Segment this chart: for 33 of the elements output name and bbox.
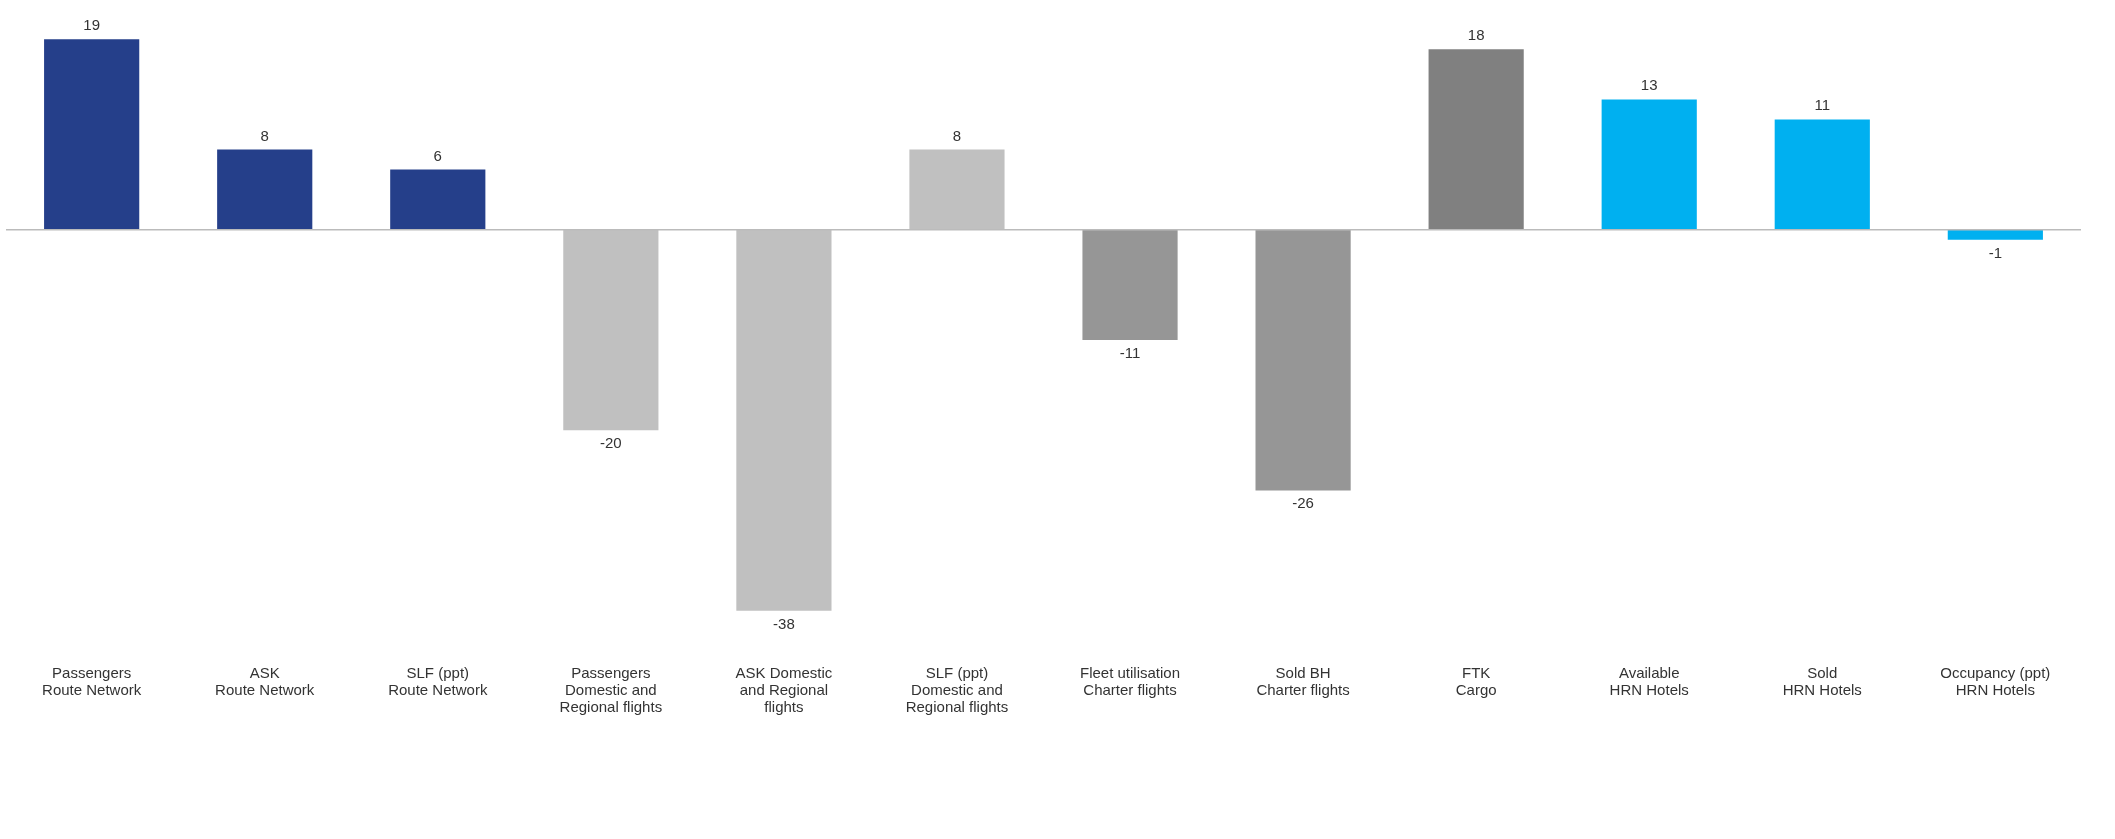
data-label: 18	[1467, 26, 1485, 44]
bar	[1082, 229, 1178, 341]
data-label: 8	[952, 126, 962, 144]
bar	[1774, 119, 1870, 230]
x-tick-label: SLF (ppt) Domestic and Regional flights	[905, 663, 1009, 715]
bar	[1947, 229, 2043, 240]
bar	[44, 39, 140, 230]
x-tick-label: ASK Domestic and Regional flights	[735, 663, 833, 715]
data-label: 8	[260, 126, 269, 144]
x-tick-label: Sold BH Charter flights	[1256, 663, 1350, 698]
data-label: -26	[1292, 494, 1314, 512]
data-label: 19	[83, 16, 101, 34]
bar	[1601, 99, 1697, 230]
x-tick-label: FTK Cargo	[1455, 663, 1497, 698]
bar	[1255, 229, 1351, 491]
data-label: -20	[600, 434, 622, 452]
data-label: -1	[1988, 243, 2003, 261]
x-tick-label: Sold HRN Hotels	[1782, 663, 1862, 698]
x-tick-label: SLF (ppt) Route Network	[388, 663, 488, 698]
data-label: 13	[1640, 76, 1658, 94]
bar	[217, 149, 313, 230]
bar	[390, 169, 486, 230]
x-tick-label: ASK Route Network	[215, 663, 315, 698]
x-tick-label: Fleet utilisation Charter flights	[1080, 663, 1181, 698]
data-label: 11	[1814, 96, 1831, 114]
x-tick-label: Occupancy (ppt) HRN Hotels	[1940, 663, 2051, 698]
x-tick-label: Passengers Route Network	[42, 663, 142, 698]
data-label: -38	[773, 614, 795, 632]
bar	[1428, 49, 1524, 230]
data-label: 6	[433, 146, 442, 164]
x-tick-label: Available HRN Hotels	[1609, 663, 1689, 698]
data-label: -11	[1119, 344, 1141, 362]
x-tick-label: Passengers Domestic and Regional flights	[559, 663, 663, 715]
